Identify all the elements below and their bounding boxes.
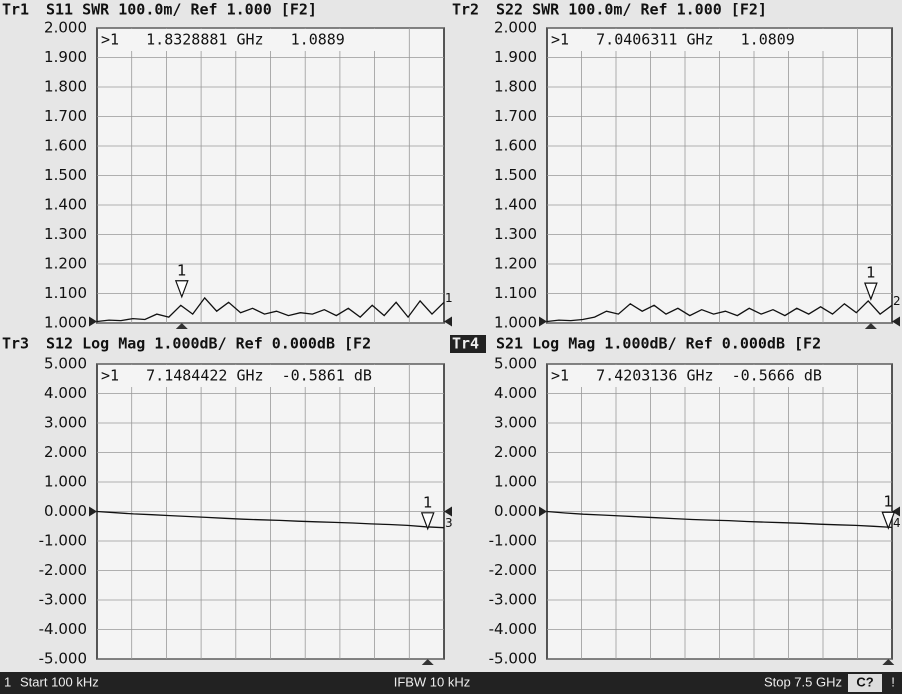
y-tick-label: 1.500	[494, 166, 537, 184]
y-tick-label: 1.900	[494, 48, 537, 66]
readout-box	[98, 29, 378, 51]
trace-number: 2	[893, 294, 901, 308]
ifbw: IFBW 10 kHz	[394, 674, 471, 689]
marker-position	[864, 323, 877, 329]
start: Start 100 kHz	[20, 674, 99, 689]
trace-line	[96, 510, 445, 529]
trace-header: S22 SWR 100.0m/ Ref 1.000 [F2]	[496, 1, 767, 19]
y-tick-label: 1.000	[44, 473, 87, 491]
y-tick-label: 2.000	[44, 443, 87, 461]
trace-number: 1	[445, 291, 453, 305]
y-tick-label: -5.000	[489, 650, 537, 668]
trace-header: S12 Log Mag 1.000dB/ Ref 0.000dB [F2	[46, 335, 371, 353]
trace-line	[546, 299, 893, 323]
trace-id: Tr3	[2, 335, 29, 353]
y-tick-label: 1.200	[44, 255, 87, 273]
marker	[881, 511, 896, 530]
ref-arrow	[892, 506, 900, 517]
y-tick-label: 2.000	[494, 443, 537, 461]
y-tick-label: 4.000	[494, 384, 537, 402]
y-tick-label: 1.000	[44, 314, 87, 332]
ref-arrow	[444, 316, 452, 327]
marker-label: 1	[423, 493, 433, 511]
ref-arrow	[539, 316, 547, 327]
y-tick-label: 5.000	[44, 355, 87, 373]
marker-label: 1	[884, 493, 894, 511]
marker-label: 1	[177, 261, 187, 279]
marker-position	[421, 659, 434, 665]
y-tick-label: 1.000	[494, 314, 537, 332]
marker-readout: >1 7.1484422 GHz -0.5861 dB	[101, 367, 372, 385]
ref-arrow	[539, 506, 547, 517]
y-tick-label: 1.800	[44, 78, 87, 96]
alert: !	[891, 674, 895, 689]
marker-readout: >1 7.4203136 GHz -0.5666 dB	[551, 367, 822, 385]
y-tick-label: 1.800	[494, 78, 537, 96]
y-tick-label: -1.000	[489, 532, 537, 550]
y-tick-label: 0.000	[494, 502, 537, 520]
trace-header: S21 Log Mag 1.000dB/ Ref 0.000dB [F2	[496, 335, 821, 353]
y-tick-label: 1.400	[44, 196, 87, 214]
y-tick-label: 1.500	[44, 166, 87, 184]
y-tick-label: 2.000	[494, 19, 537, 37]
trace-id: Tr4	[452, 335, 479, 353]
trace-header: S11 SWR 100.0m/ Ref 1.000 [F2]	[46, 1, 317, 19]
marker	[864, 282, 878, 301]
y-tick-label: 1.600	[44, 137, 87, 155]
status: C?	[856, 674, 873, 689]
ref-arrow	[89, 506, 97, 517]
y-tick-label: -5.000	[39, 650, 87, 668]
status-box	[848, 674, 882, 692]
marker-position	[175, 323, 188, 329]
trace-id: Tr2	[452, 1, 479, 19]
readout-box	[548, 365, 828, 387]
marker-position	[882, 659, 895, 665]
y-tick-label: 0.000	[44, 502, 87, 520]
y-tick-label: -2.000	[489, 561, 537, 579]
y-tick-label: 1.100	[494, 284, 537, 302]
marker-label: 1	[866, 264, 876, 282]
marker-readout: >1 1.8328881 GHz 1.0889	[101, 31, 345, 49]
y-tick-label: 1.600	[494, 137, 537, 155]
ref-arrow	[89, 316, 97, 327]
y-tick-label: 3.000	[494, 414, 537, 432]
channel: 1	[4, 674, 11, 689]
y-tick-label: 1.400	[494, 196, 537, 214]
y-tick-label: 1.700	[44, 107, 87, 125]
y-tick-label: -1.000	[39, 532, 87, 550]
ref-arrow	[892, 316, 900, 327]
trace-number: 4	[893, 516, 901, 530]
y-tick-label: 1.000	[494, 473, 537, 491]
trace-line	[96, 296, 445, 323]
ref-arrow	[444, 506, 452, 517]
readout-box	[98, 365, 378, 387]
active-trace-box	[450, 335, 486, 353]
readout-box	[548, 29, 828, 51]
y-tick-label: -3.000	[489, 591, 537, 609]
y-tick-label: 3.000	[44, 414, 87, 432]
y-tick-label: -2.000	[39, 561, 87, 579]
y-tick-label: 5.000	[494, 355, 537, 373]
marker-readout: >1 7.0406311 GHz 1.0809	[551, 31, 795, 49]
y-tick-label: 4.000	[44, 384, 87, 402]
y-tick-label: 1.100	[44, 284, 87, 302]
y-tick-label: 1.700	[494, 107, 537, 125]
marker	[174, 280, 189, 299]
y-tick-label: 1.200	[494, 255, 537, 273]
y-tick-label: 1.300	[44, 225, 87, 243]
y-tick-label: -4.000	[489, 620, 537, 638]
y-tick-label: 1.300	[494, 225, 537, 243]
y-tick-label: 2.000	[44, 19, 87, 37]
stop: Stop 7.5 GHz	[764, 674, 842, 689]
y-tick-label: -4.000	[39, 620, 87, 638]
trace-line	[546, 510, 893, 529]
trace-number: 3	[445, 516, 453, 530]
y-tick-label: -3.000	[39, 591, 87, 609]
marker	[420, 512, 435, 531]
trace-id: Tr1	[2, 1, 29, 19]
status-bar	[0, 672, 902, 694]
y-tick-label: 1.900	[44, 48, 87, 66]
